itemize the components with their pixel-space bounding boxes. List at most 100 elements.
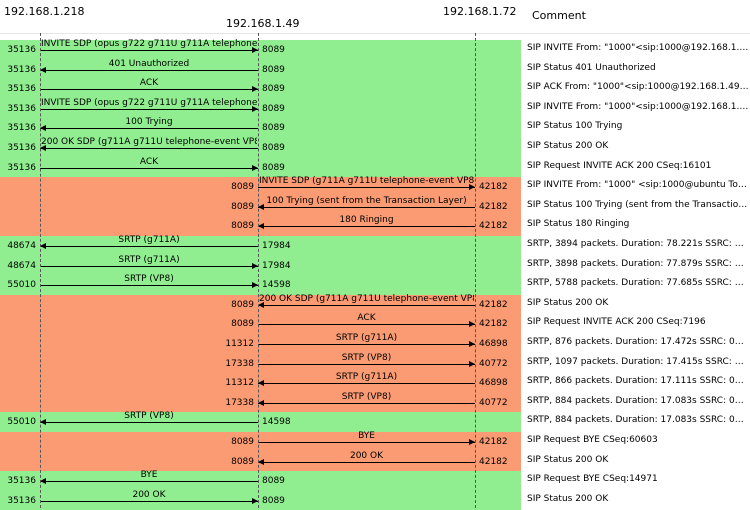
flow-row[interactable]: 8089 42182 INVITE SDP (g711A g711U telepho… — [0, 176, 750, 197]
message-arrow — [258, 363, 475, 365]
flow-row[interactable]: 35136 8089 200 OK SIP Status 200 OK — [0, 490, 750, 510]
destination-port: 8089 — [262, 123, 285, 134]
row-background — [0, 432, 521, 452]
message-arrow — [40, 148, 258, 149]
message-label: INVITE SDP (opus g722 g711U g711A teleph… — [41, 39, 257, 49]
message-label: INVITE SDP (g711A g711U telephone-event … — [259, 176, 474, 187]
flow-row[interactable]: 35136 8089 ACK SIP Request INVITE ACK 200 C… — [0, 157, 750, 178]
flow-row[interactable]: 48674 17984 SRTP (g711A) SRTP, 3898 packets… — [0, 255, 750, 276]
source-port: 35136 — [7, 103, 36, 114]
host-label-1: 192.168.1.218 — [4, 5, 85, 18]
row-comment: SIP Request BYE CSeq:60603 — [527, 435, 658, 445]
arrowhead-left-icon — [40, 478, 46, 485]
destination-port: 40772 — [479, 397, 508, 408]
arrowhead-right-icon — [252, 497, 258, 504]
flow-row[interactable]: 35136 8089 INVITE SDP (opus g722 g711U g71… — [0, 97, 750, 119]
source-port: 35136 — [7, 123, 36, 134]
message-arrow — [40, 246, 258, 247]
destination-port: 8089 — [262, 103, 285, 114]
flow-row[interactable]: 17338 40772 SRTP (VP8) SRTP, 884 packets. D… — [0, 392, 750, 413]
comment-column-header: Comment — [532, 9, 586, 22]
message-label: SRTP (VP8) — [124, 274, 174, 285]
flow-row[interactable]: 8089 42182 ACK SIP Request INVITE ACK 200 C… — [0, 313, 750, 334]
source-port: 35136 — [7, 143, 36, 153]
message-arrow — [258, 324, 475, 326]
row-comment: SRTP, 884 packets. Duration: 17.083s SSR… — [527, 395, 749, 406]
message-label: 100 Trying — [125, 117, 173, 128]
row-comment: SIP Status 100 Trying (sent from the Tra… — [527, 199, 749, 210]
destination-port: 8089 — [262, 45, 285, 55]
source-port: 11312 — [225, 378, 254, 389]
destination-port: 42182 — [479, 221, 508, 232]
row-comment: SIP Request BYE CSeq:14971 — [527, 474, 658, 485]
destination-port: 8089 — [262, 84, 285, 95]
flow-row[interactable]: 8089 42182 100 Trying (sent from the Trans… — [0, 196, 750, 217]
row-background — [0, 59, 521, 80]
flow-row[interactable]: 8089 42182 BYE SIP Request BYE CSeq:60603 — [0, 431, 750, 452]
message-arrow — [40, 285, 258, 287]
row-comment: SRTP, 884 packets. Duration: 17.083s SSR… — [527, 415, 749, 426]
flow-row[interactable]: 35136 8089 200 OK SDP (g711A g711U telepho… — [0, 137, 750, 158]
message-label: SRTP (VP8) — [124, 411, 174, 422]
message-arrow — [258, 442, 475, 443]
destination-port: 42182 — [479, 456, 508, 467]
source-port: 11312 — [225, 339, 254, 349]
flow-row[interactable]: 48674 17984 SRTP (g711A) SRTP, 3894 packets… — [0, 235, 750, 256]
row-background — [0, 138, 521, 158]
source-port: 55010 — [7, 417, 36, 428]
source-port: 8089 — [231, 299, 254, 310]
message-label: ACK — [357, 313, 376, 324]
row-background — [0, 236, 521, 256]
row-comment: SIP Status 200 OK — [527, 454, 609, 465]
flow-row[interactable]: 55010 14598 SRTP (VP8) SRTP, 5788 packets. … — [0, 274, 750, 295]
flow-row[interactable]: 35136 8089 100 Trying SIP Status 100 Trying — [0, 117, 750, 138]
destination-port: 46898 — [479, 378, 508, 389]
destination-port: 42182 — [479, 319, 508, 330]
destination-port: 42182 — [479, 299, 508, 310]
flow-row[interactable]: 35136 8089 401 Unauthorized SIP Status 401 … — [0, 58, 750, 80]
flow-row[interactable]: 8089 42182 200 OK SIP Status 200 OK — [0, 451, 750, 472]
arrowhead-left-icon — [40, 243, 46, 249]
source-port: 17338 — [225, 397, 254, 408]
destination-port: 42182 — [479, 201, 508, 212]
flow-row[interactable]: 11312 46898 SRTP (g711A) SRTP, 866 packets.… — [0, 372, 750, 393]
flow-row[interactable]: 8089 42182 200 OK SDP (g711A g711U telepho… — [0, 293, 750, 315]
lifeline-host-3 — [475, 33, 476, 508]
row-comment: SRTP, 5788 packets. Duration: 77.685s SS… — [527, 278, 749, 289]
message-label: INVITE SDP (opus g722 g711U g711A teleph… — [41, 97, 257, 108]
destination-port: 42182 — [479, 182, 508, 193]
row-background — [0, 314, 521, 334]
message-arrow — [40, 422, 258, 424]
message-arrow — [40, 167, 258, 169]
header-divider — [0, 33, 750, 34]
flow-row[interactable]: 8089 42182 180 Ringing SIP Status 180 Ringi… — [0, 215, 750, 236]
source-port: 35136 — [7, 162, 36, 173]
message-arrow — [258, 402, 475, 404]
row-background — [0, 490, 521, 510]
arrowhead-left-icon — [40, 419, 46, 426]
flow-row[interactable]: 35136 8089 ACK SIP ACK From: "1000"<sip:100… — [0, 78, 750, 99]
message-label: 401 Unauthorized — [108, 58, 190, 69]
row-background — [0, 334, 521, 354]
message-label: 200 OK SDP (g711A g711U telephone-event … — [259, 293, 474, 304]
message-label: SRTP (g711A) — [335, 372, 398, 383]
row-background — [0, 275, 521, 295]
source-port: 17338 — [225, 358, 254, 369]
message-arrow — [258, 304, 475, 306]
row-background — [0, 177, 521, 197]
arrowhead-right-icon — [252, 47, 258, 53]
flow-row[interactable]: 35136 8089 INVITE SDP (opus g722 g711U g71… — [0, 39, 750, 60]
message-arrow — [258, 226, 475, 228]
row-background — [0, 412, 521, 432]
host-header: 192.168.1.218 192.168.1.49 192.168.1.72 — [0, 0, 521, 34]
row-comment: SIP Status 180 Ringing — [527, 219, 630, 230]
message-arrow — [40, 50, 258, 51]
row-comment: SRTP, 1097 packets. Duration: 17.415s SS… — [527, 356, 749, 367]
flow-row[interactable]: 11312 46898 SRTP (g711A) SRTP, 876 packets.… — [0, 333, 750, 354]
row-comment: SRTP, 3894 packets. Duration: 78.221s SS… — [527, 239, 749, 249]
message-arrow — [40, 481, 258, 483]
flow-row[interactable]: 17338 40772 SRTP (VP8) SRTP, 1097 packets. … — [0, 353, 750, 374]
flow-row[interactable]: 55010 14598 SRTP (VP8) SRTP, 884 packets. D… — [0, 411, 750, 432]
destination-port: 17984 — [262, 260, 291, 271]
flow-row[interactable]: 35136 8089 BYE SIP Request BYE CSeq:14971 — [0, 470, 750, 491]
